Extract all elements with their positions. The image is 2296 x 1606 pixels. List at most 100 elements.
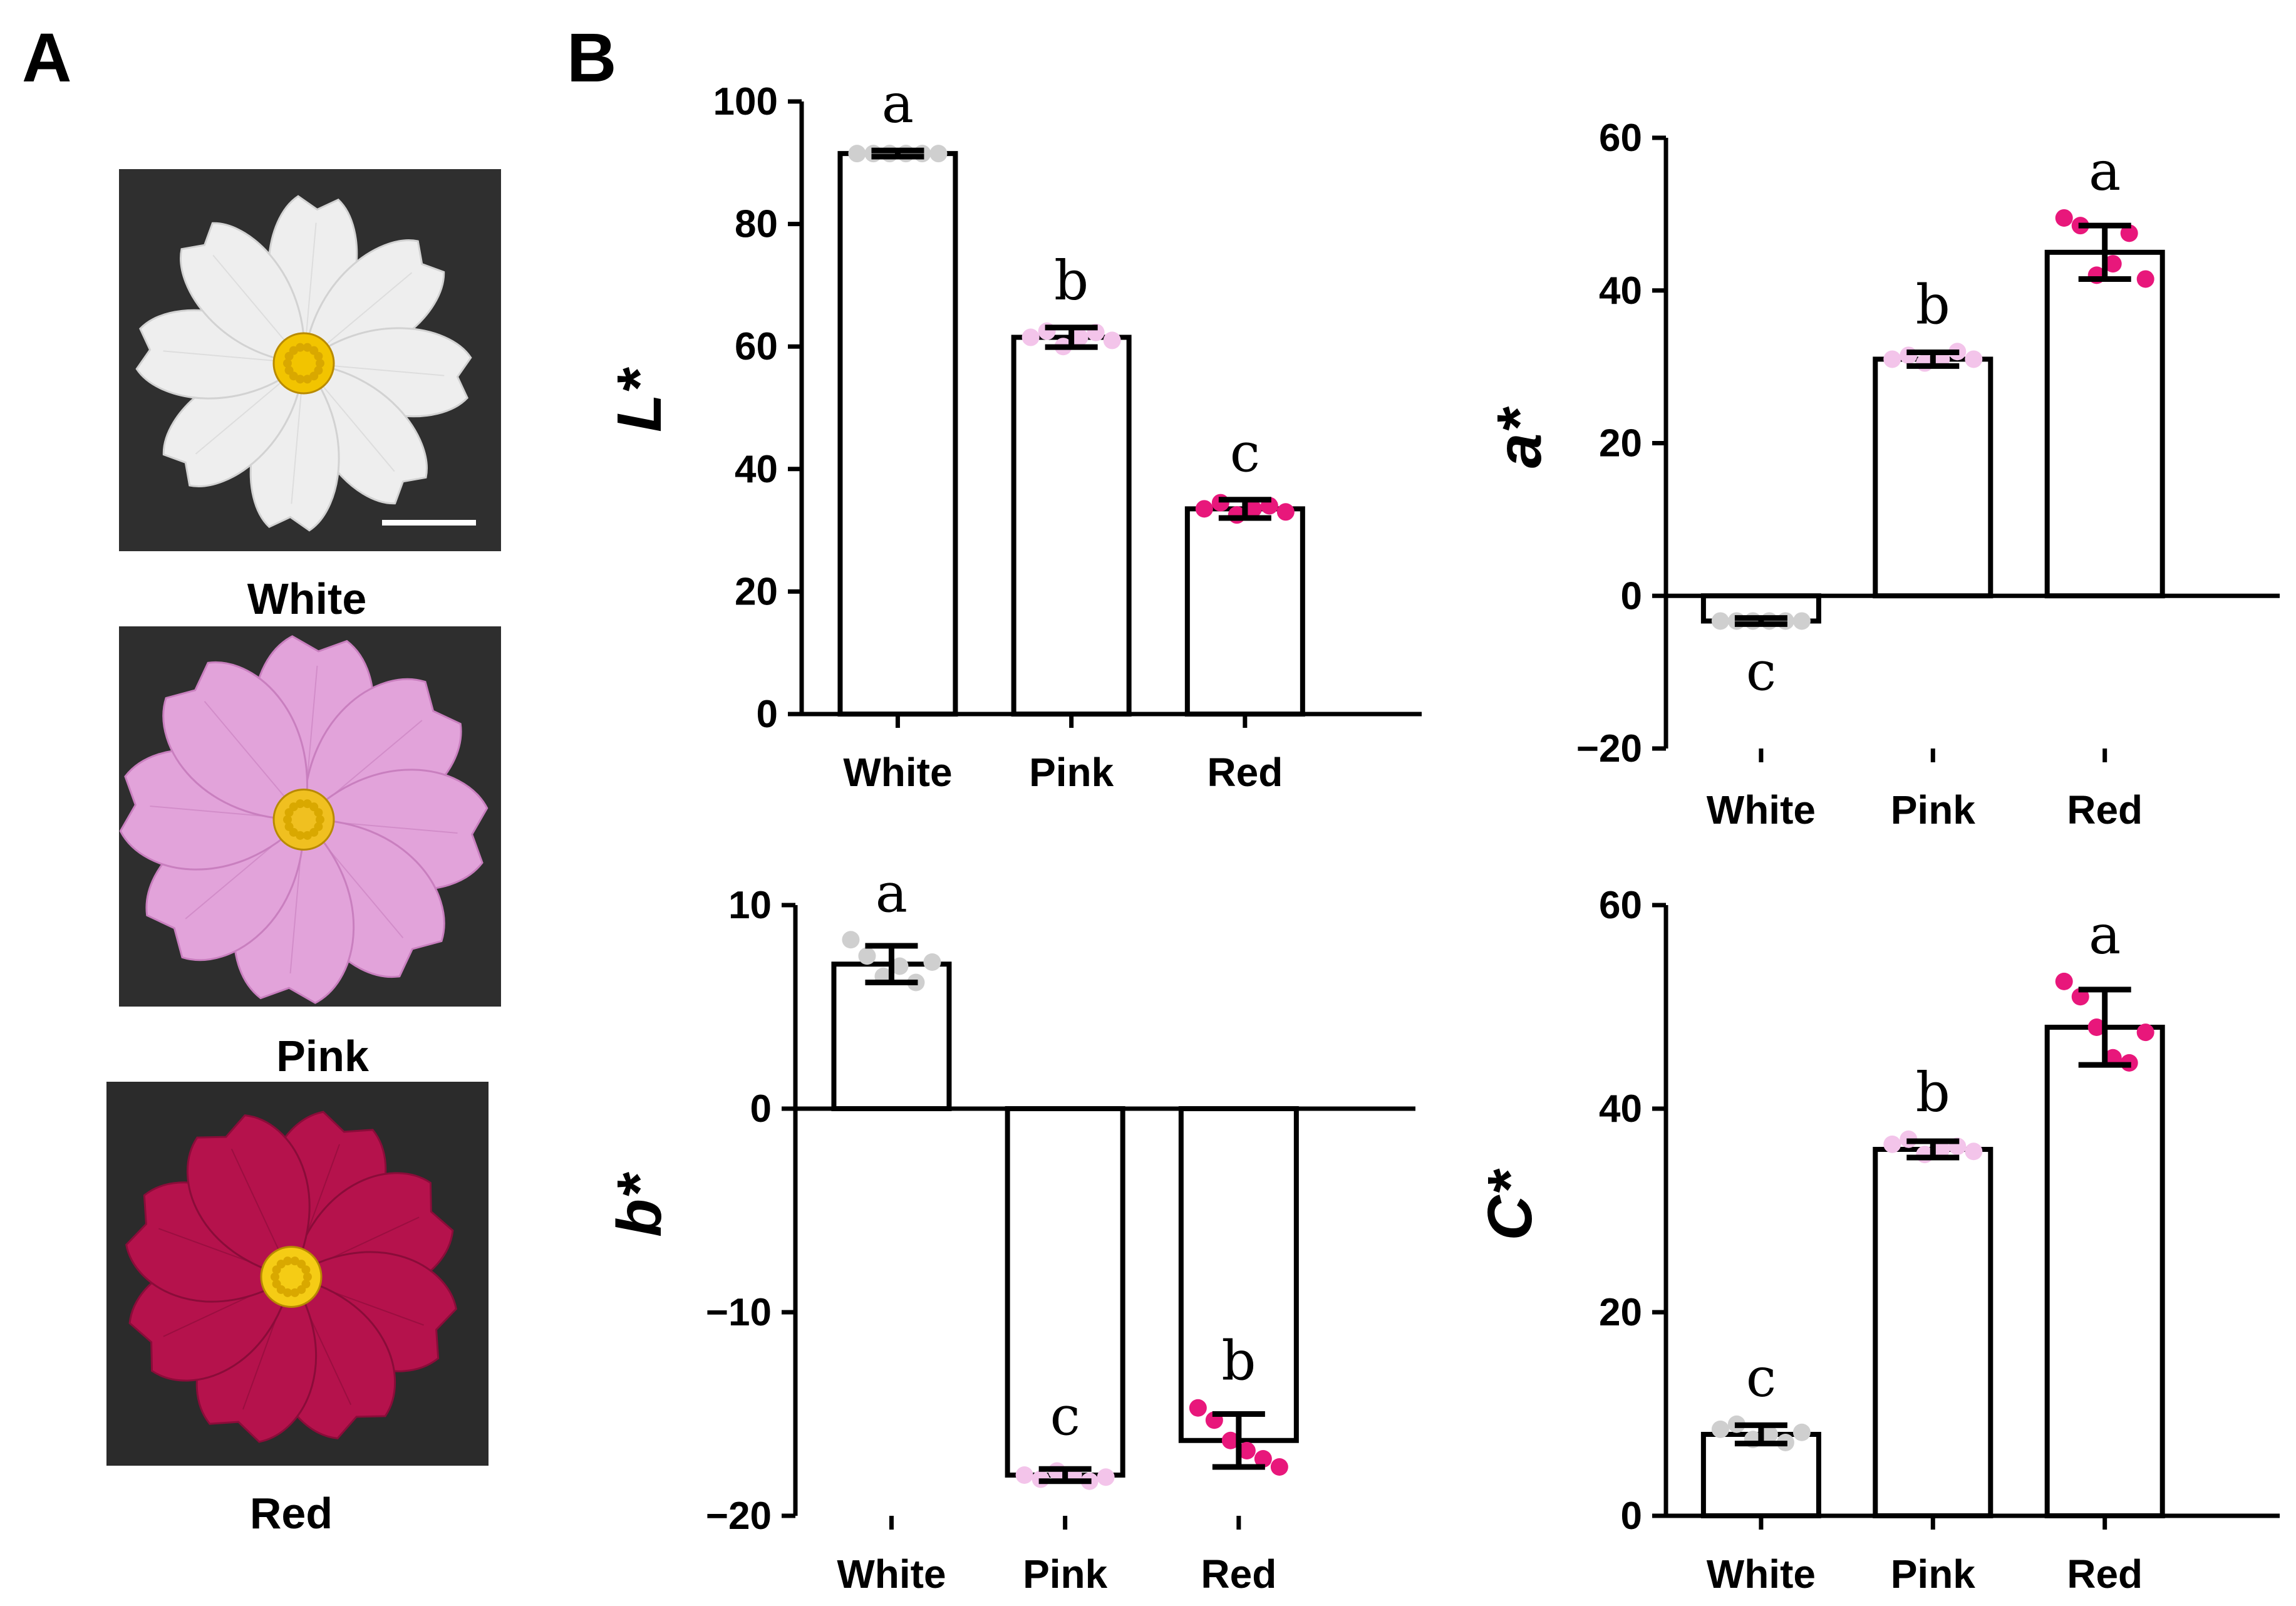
- y-axis-label: L*: [604, 367, 675, 432]
- data-point-pink: [1965, 1142, 1983, 1161]
- panel-label-b: B: [567, 19, 616, 96]
- stamen: [303, 799, 312, 809]
- stamen: [271, 1272, 279, 1282]
- data-point-white: [1711, 1420, 1729, 1438]
- x-tick-label: White: [843, 750, 952, 795]
- data-point-pink: [1883, 1135, 1901, 1153]
- bar-pink: [1011, 334, 1132, 717]
- bar-white: [1700, 1432, 1821, 1518]
- x-tick-label: Pink: [1891, 1552, 1976, 1597]
- data-point-red: [1189, 1399, 1207, 1417]
- stamen: [314, 808, 323, 817]
- significance-letter: c: [1746, 640, 1776, 703]
- stamen: [283, 1288, 292, 1297]
- data-point-red: [2055, 209, 2073, 227]
- data-point-white: [1760, 1426, 1778, 1443]
- data-point-red: [1195, 500, 1213, 518]
- petal-vein: [315, 377, 395, 472]
- data-point-pink: [1070, 328, 1089, 346]
- y-tick-label: 20: [1599, 1291, 1642, 1334]
- x-tick-label: Red: [1201, 1552, 1276, 1597]
- significance-letter: b: [1916, 274, 1950, 336]
- stamen: [284, 366, 294, 375]
- stamen: [309, 827, 319, 837]
- bar-red: [1184, 506, 1305, 717]
- y-tick-label: 20: [735, 570, 778, 613]
- x-tick-label: Pink: [1029, 750, 1114, 795]
- petal-vein: [291, 381, 303, 504]
- y-axis-label: b*: [604, 1172, 675, 1237]
- data-point-white: [929, 145, 948, 163]
- flower-photos: White Pink Red: [106, 169, 501, 1538]
- data-point-red: [1238, 1442, 1256, 1459]
- data-point-red: [2055, 972, 2073, 990]
- data-point-red: [2104, 255, 2122, 273]
- petal-vein: [195, 375, 290, 455]
- significance-letter: b: [1916, 1062, 1950, 1124]
- x-tick-label: Pink: [1023, 1552, 1108, 1597]
- stamen: [290, 1256, 299, 1266]
- photo-label-pink: Pink: [276, 1032, 369, 1080]
- data-point-red: [1254, 1450, 1272, 1468]
- stamen: [316, 815, 324, 824]
- stamen: [297, 1285, 306, 1294]
- stamen: [283, 815, 292, 824]
- y-tick-label: 20: [1599, 422, 1642, 465]
- panel-label-a: A: [22, 19, 71, 96]
- stamen: [303, 343, 312, 352]
- data-point-white: [864, 145, 882, 163]
- stamen: [284, 822, 294, 831]
- flower-white: [135, 195, 472, 532]
- petal-vein: [304, 222, 317, 345]
- stamen: [303, 831, 312, 840]
- y-tick-label: 60: [1599, 884, 1642, 927]
- flower-center: [272, 332, 335, 395]
- petal: [186, 1114, 311, 1278]
- y-tick-label: −20: [706, 1495, 772, 1538]
- petal-vein: [322, 364, 445, 376]
- stamen: [283, 359, 292, 368]
- photo-label-white: White: [247, 574, 367, 623]
- chart-b-star: −20 −10 0 10 b* a White c Pink b Red: [604, 862, 1415, 1597]
- significance-letter: c: [1230, 422, 1260, 485]
- data-point-red: [1270, 1458, 1288, 1476]
- scale-bar: [382, 520, 476, 526]
- x-tick-label: White: [1707, 787, 1816, 832]
- y-tick-label: −10: [706, 1291, 772, 1334]
- flower-center: [272, 789, 335, 851]
- stamen: [296, 831, 305, 840]
- data-point-white: [913, 145, 931, 163]
- petal-vein: [318, 272, 413, 352]
- data-point-white: [1727, 612, 1745, 630]
- x-tick-label: White: [837, 1552, 946, 1597]
- y-tick-label: −20: [1576, 727, 1642, 770]
- significance-letter: a: [2089, 904, 2121, 966]
- x-tick-label: White: [1707, 1552, 1816, 1597]
- data-point-pink: [1965, 350, 1983, 368]
- photo-label-red: Red: [250, 1489, 333, 1538]
- y-tick-label: 40: [1599, 269, 1642, 313]
- data-point-white: [1792, 1423, 1811, 1441]
- data-point-white: [1776, 612, 1794, 630]
- y-tick-label: 100: [713, 80, 778, 123]
- photo-white: White: [119, 169, 501, 623]
- y-tick-label: 40: [1599, 1087, 1642, 1131]
- bar-charts: 020406080100L*aWhitebPinkcRed−200204060a…: [604, 73, 2280, 1597]
- bar-pink: [1873, 356, 1993, 599]
- stamen: [272, 1279, 281, 1288]
- stamen: [303, 375, 312, 384]
- data-point-red: [1244, 500, 1262, 518]
- chart-a-star: −20 0 20 40 60 a* c White b Pink a Red: [1484, 117, 2280, 832]
- flower-pink: [119, 635, 489, 1004]
- y-axis-label: a*: [1484, 407, 1554, 469]
- stamen: [314, 351, 323, 361]
- stamen: [289, 346, 298, 355]
- data-point-white: [848, 145, 866, 163]
- flower-center: [260, 1246, 323, 1308]
- x-tick-label: Pink: [1891, 787, 1976, 832]
- flower-red: [125, 1111, 458, 1443]
- y-tick-label: 10: [728, 884, 772, 927]
- y-axis-label: C*: [1475, 1168, 1545, 1240]
- x-tick-label: Red: [2067, 787, 2143, 832]
- stamen: [301, 1265, 311, 1275]
